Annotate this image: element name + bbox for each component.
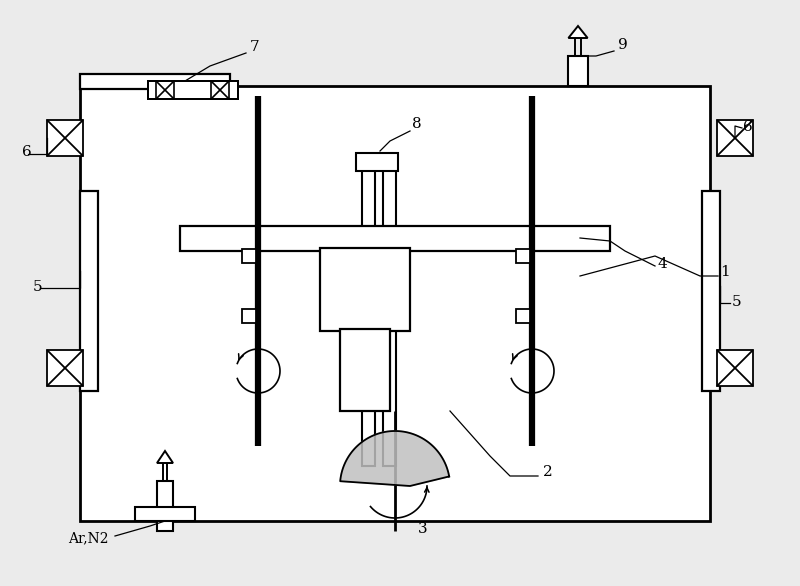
Bar (80, 74, 230, 89)
Bar (320, 248, 410, 331)
Bar (516, 249, 530, 263)
Bar (80, 191, 98, 391)
Polygon shape (157, 451, 173, 463)
Text: 4: 4 (658, 257, 668, 271)
Text: Ar,N2: Ar,N2 (68, 531, 109, 545)
Text: 1: 1 (720, 265, 730, 279)
Bar (47, 120, 83, 156)
Bar (356, 153, 398, 171)
Bar (717, 350, 753, 386)
Bar (47, 350, 83, 386)
Text: 8: 8 (412, 117, 422, 131)
Bar (148, 81, 238, 99)
Bar (135, 507, 195, 521)
Polygon shape (568, 26, 587, 38)
Bar (180, 226, 610, 251)
Text: 5: 5 (732, 295, 742, 309)
Bar (568, 56, 588, 86)
Text: 3: 3 (418, 522, 428, 536)
Bar (80, 86, 710, 521)
Bar (383, 166, 396, 466)
Bar (156, 81, 174, 99)
Bar (242, 309, 256, 323)
Bar (148, 81, 238, 99)
Bar (157, 481, 173, 531)
Polygon shape (340, 431, 449, 486)
Bar (242, 249, 256, 263)
Bar (516, 309, 530, 323)
Bar (340, 329, 390, 411)
Text: 9: 9 (618, 38, 628, 52)
Text: 6: 6 (22, 145, 32, 159)
Bar (211, 81, 229, 99)
Bar (362, 166, 375, 466)
Text: 2: 2 (543, 465, 553, 479)
Bar (717, 120, 753, 156)
Text: 6: 6 (743, 120, 753, 134)
Text: 7: 7 (250, 40, 260, 54)
Text: 5: 5 (33, 280, 42, 294)
Bar (702, 191, 720, 391)
